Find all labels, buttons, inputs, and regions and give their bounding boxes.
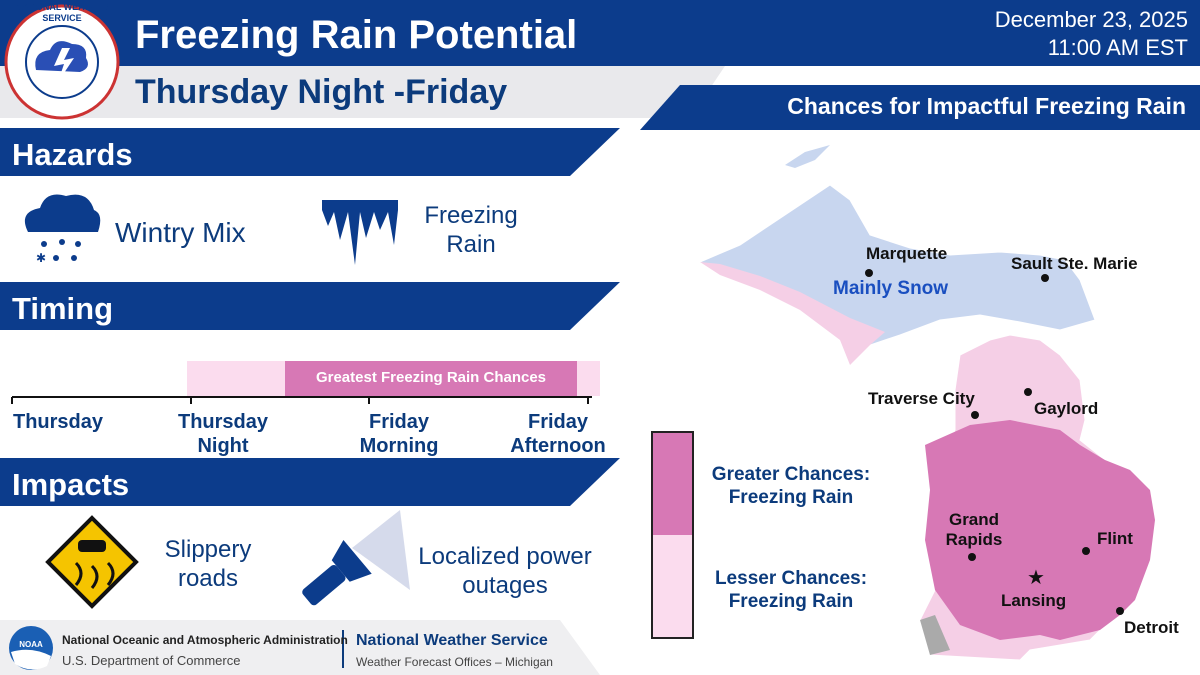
footer-band xyxy=(0,620,600,675)
icon-drop xyxy=(41,241,47,247)
region-label: Mainly Snow xyxy=(833,278,949,299)
band-label: Greatest Freezing Rain Chances xyxy=(315,369,547,386)
sign-car xyxy=(78,540,106,552)
sign-skid xyxy=(74,561,115,589)
city-label: Traverse City xyxy=(868,389,975,408)
impacts-bar xyxy=(0,458,620,506)
legend-greater xyxy=(652,432,693,535)
legend-border xyxy=(651,431,694,639)
city-label: Sault Ste. Marie xyxy=(1011,254,1138,273)
logo-text: NATIONAL WEATHER SERVICE xyxy=(15,2,109,23)
flashlight-head xyxy=(331,540,372,582)
section-heading: Hazards xyxy=(12,137,133,172)
nws-name: National Weather Service xyxy=(356,632,548,649)
period-label: Friday Morning xyxy=(359,411,439,457)
city-label: Flint xyxy=(1097,529,1133,548)
noaa-dept: U.S. Department of Commerce xyxy=(62,653,241,668)
header-bar xyxy=(0,0,1200,66)
timing-bar xyxy=(0,282,620,330)
period-label: Friday Afternoon xyxy=(510,411,606,457)
icon-drop xyxy=(71,255,77,261)
time: 11:00 AM EST xyxy=(1047,35,1188,60)
city-dot xyxy=(865,269,873,277)
city-dot xyxy=(1024,388,1032,396)
hazard-label: Freezing Rain xyxy=(424,202,518,258)
nws-offices: Weather Forecast Offices – Michigan xyxy=(356,655,553,669)
impact-label: Slippery roads xyxy=(164,536,252,592)
upper-peninsula xyxy=(698,184,1096,366)
legend-lesser xyxy=(652,535,693,638)
city-label: Detroit xyxy=(1124,618,1179,637)
map-title-bar xyxy=(640,85,1200,130)
period-label: Thursday Night xyxy=(177,411,269,457)
subtitle: Thursday Night -Friday xyxy=(135,73,508,111)
icon-drop xyxy=(53,255,59,261)
flashlight xyxy=(302,540,372,606)
city-dot xyxy=(968,553,976,561)
greatest-chance-band xyxy=(285,361,577,396)
section-heading: Timing xyxy=(12,291,114,326)
snowflake: ✱ xyxy=(36,251,46,265)
cloud-icon xyxy=(24,194,101,232)
hazards-bar xyxy=(0,128,620,176)
city-label: Marquette xyxy=(866,244,948,263)
road-sign xyxy=(45,515,139,609)
title: Freezing Rain Potential xyxy=(135,13,578,57)
logo-bolt xyxy=(54,48,74,82)
city-dot xyxy=(1082,547,1090,555)
legend-label: Lesser Chances: Freezing Rain xyxy=(714,568,868,612)
city-dot xyxy=(1116,607,1124,615)
up-pink-zone xyxy=(700,262,885,365)
icicle-icon xyxy=(322,200,398,265)
city-label: Gaylord xyxy=(1034,399,1099,418)
map-title: Chances for Impactful Freezing Rain xyxy=(787,93,1186,119)
isle-royale xyxy=(785,145,830,168)
flashlight-body xyxy=(302,564,346,606)
subtitle-band xyxy=(0,66,725,118)
city-label: Grand Rapids xyxy=(945,510,1003,550)
noaa-logo-text: NOAA xyxy=(19,640,43,649)
impact-label: Localized power outages xyxy=(418,543,592,599)
icon-drop xyxy=(75,241,81,247)
flashlight-beam xyxy=(352,510,410,590)
period-label: Thursday xyxy=(12,411,104,433)
legend-label: Greater Chances: Freezing Rain xyxy=(711,464,871,508)
capital-star: ★ xyxy=(1027,567,1045,589)
icon-drop xyxy=(59,239,65,245)
city-dot xyxy=(971,411,979,419)
section-heading: Impacts xyxy=(12,467,130,502)
date: December 23, 2025 xyxy=(994,7,1188,32)
greater-chance-zone xyxy=(925,420,1155,640)
city-label: Lansing xyxy=(1001,591,1067,610)
hazard-label: Wintry Mix xyxy=(115,217,246,248)
noaa-gull xyxy=(11,649,51,670)
noaa-name: National Oceanic and Atmospheric Adminis… xyxy=(62,633,348,647)
city-dot xyxy=(1041,274,1049,282)
no-data-zone xyxy=(920,615,950,655)
